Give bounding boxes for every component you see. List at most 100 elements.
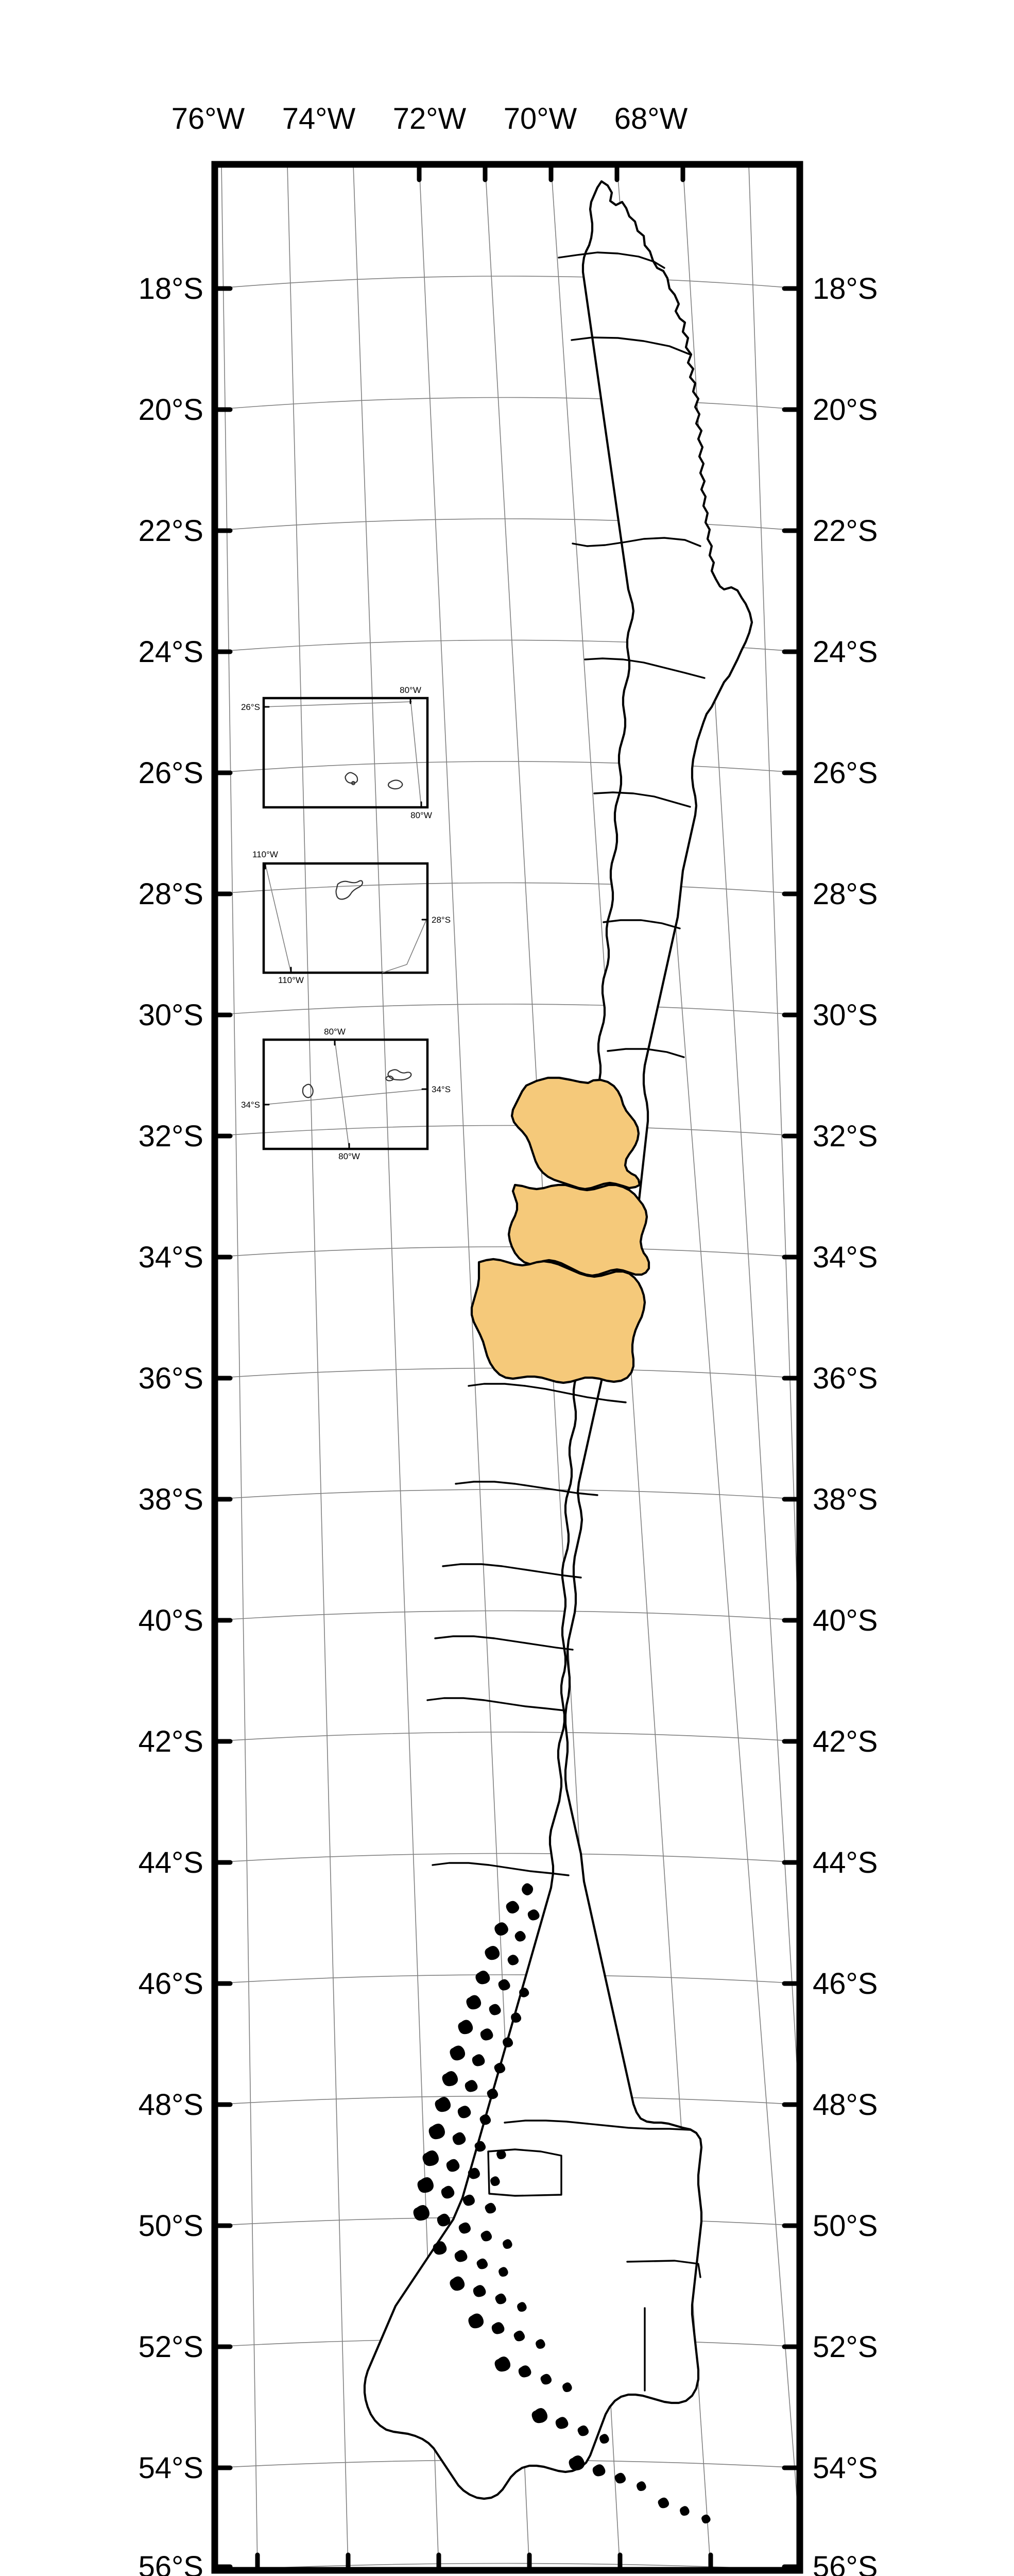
parallel-26S	[215, 761, 800, 773]
boundary-atacama-south	[584, 657, 706, 679]
inset-2-right-label: 28°S	[432, 915, 451, 925]
region-boundaries-north	[558, 251, 706, 1058]
tdf-border-n	[626, 2260, 701, 2278]
boundary-coquimbo-valpo	[603, 919, 681, 929]
right-label-16: 50°S	[813, 2209, 878, 2243]
parallel-46S	[215, 1974, 800, 1984]
inset-2-island-rapanui	[335, 880, 364, 900]
left-label-16: 50°S	[139, 2209, 203, 2243]
inset-2-parallel	[382, 919, 427, 973]
inset-juan-fernandez: 80°W 80°W 34°S 34°S	[241, 1027, 451, 1161]
highlighted-regions-group	[470, 1076, 650, 1384]
inset-1-left-label: 26°S	[241, 702, 260, 712]
left-label-4: 26°S	[139, 756, 203, 790]
right-label-18: 54°S	[813, 2451, 878, 2485]
parallel-20S	[215, 397, 800, 410]
inset-3-bottom-label: 80°W	[338, 1151, 360, 1161]
right-label-8: 34°S	[813, 1241, 878, 1274]
parallel-32S	[215, 1125, 800, 1137]
inset-1-island-b	[351, 781, 356, 786]
right-label-5: 28°S	[813, 877, 878, 911]
parallel-40S	[215, 1610, 800, 1621]
boundary-lagos-aysen	[432, 1862, 570, 1876]
left-label-7: 32°S	[139, 1120, 203, 1153]
lake-box	[487, 2148, 562, 2197]
left-label-2: 22°S	[139, 514, 203, 548]
parallel-56S	[215, 2563, 800, 2570]
parallel-22S	[215, 518, 800, 531]
left-label-0: 18°S	[139, 272, 203, 306]
top-label-1: 74°W	[282, 102, 356, 135]
boundary-aysen-magallanes	[504, 2120, 691, 2131]
boundary-tarapaca-antofagasta	[571, 336, 691, 355]
inset-1-island-c	[387, 779, 403, 790]
inset-1-bottom-label: 80°W	[410, 810, 432, 820]
right-label-7: 32°S	[813, 1120, 878, 1153]
left-label-19: 56°S	[139, 2550, 203, 2576]
right-label-0: 18°S	[813, 272, 878, 306]
right-label-14: 46°S	[813, 1967, 878, 2001]
parallel-42S	[215, 1732, 800, 1742]
highlighted-region-2	[507, 1183, 650, 1277]
top-label-0: 76°W	[171, 102, 245, 135]
inset-1-ticks	[263, 697, 422, 808]
meridian-80W	[287, 164, 349, 2570]
inset-rapa-nui: 110°W 110°W 28°S	[252, 850, 451, 985]
chile-landmass	[363, 180, 753, 2524]
inset-3-parallel	[263, 1089, 428, 1105]
plot-frame	[211, 161, 803, 2574]
boundary-araucania-rios	[434, 1635, 574, 1651]
right-axis-labels: 18°S 20°S 22°S 24°S 26°S 28°S 30°S 32°S …	[813, 272, 878, 2576]
boundary-rios-lagos	[426, 1697, 565, 1711]
inset-1-frame	[262, 697, 429, 809]
right-label-17: 52°S	[813, 2330, 878, 2364]
left-axis-labels: 18°S 20°S 22°S 24°S 26°S 28°S 30°S 32°S …	[139, 272, 203, 2576]
right-label-12: 42°S	[813, 1725, 878, 1758]
left-label-13: 44°S	[139, 1846, 203, 1879]
left-label-1: 20°S	[139, 393, 203, 427]
right-label-3: 24°S	[813, 635, 878, 669]
inset-3-island-robinson	[387, 1069, 412, 1081]
left-label-3: 24°S	[139, 635, 203, 669]
magallanes-border-detail	[487, 2148, 701, 2392]
inset-3-top-label: 80°W	[324, 1027, 346, 1037]
inset-3-meridian	[334, 1039, 350, 1149]
inset-3-frame	[262, 1038, 429, 1150]
bottom-axis-ticks	[255, 2552, 802, 2573]
left-label-15: 48°S	[139, 2088, 203, 2122]
parallel-28S	[215, 882, 800, 894]
highlighted-region-3	[470, 1258, 646, 1384]
boundary-antofagasta-atacama	[572, 537, 701, 547]
inset-3-right-label: 34°S	[432, 1084, 451, 1094]
inset-3-island-santaclara	[385, 1075, 394, 1081]
parallel-38S	[215, 1489, 800, 1500]
inset-1-meridian	[410, 698, 422, 808]
left-label-12: 42°S	[139, 1725, 203, 1758]
highlighted-internal-boundaries	[478, 1184, 640, 1279]
region-boundaries-south	[426, 1383, 691, 2131]
right-label-11: 40°S	[813, 1604, 878, 1637]
top-label-2: 72°W	[393, 102, 467, 135]
right-label-10: 38°S	[813, 1483, 878, 1516]
meridian-82W	[221, 164, 258, 2570]
left-label-10: 38°S	[139, 1483, 203, 1516]
inset-3-ticks	[263, 1039, 428, 1150]
right-axis-ticks	[782, 286, 802, 2569]
left-label-9: 36°S	[139, 1362, 203, 1395]
boundary-coquimbo-south	[607, 1048, 685, 1058]
right-label-19: 56°S	[813, 2550, 878, 2576]
inset-1-island-a	[345, 772, 358, 784]
right-label-2: 22°S	[813, 514, 878, 548]
right-label-13: 44°S	[813, 1846, 878, 1879]
left-axis-ticks	[212, 286, 233, 2569]
highlighted-region-1	[510, 1076, 641, 1191]
inset-2-bottom-label: 110°W	[278, 975, 304, 985]
right-label-15: 48°S	[813, 2088, 878, 2122]
boundary-arica-tarapaca	[558, 251, 665, 269]
boundary-atacama-coquimbo	[593, 791, 691, 808]
left-label-18: 54°S	[139, 2451, 203, 2485]
right-label-6: 30°S	[813, 998, 878, 1032]
inset-1-parallel	[263, 701, 413, 707]
graticule	[215, 164, 800, 2570]
